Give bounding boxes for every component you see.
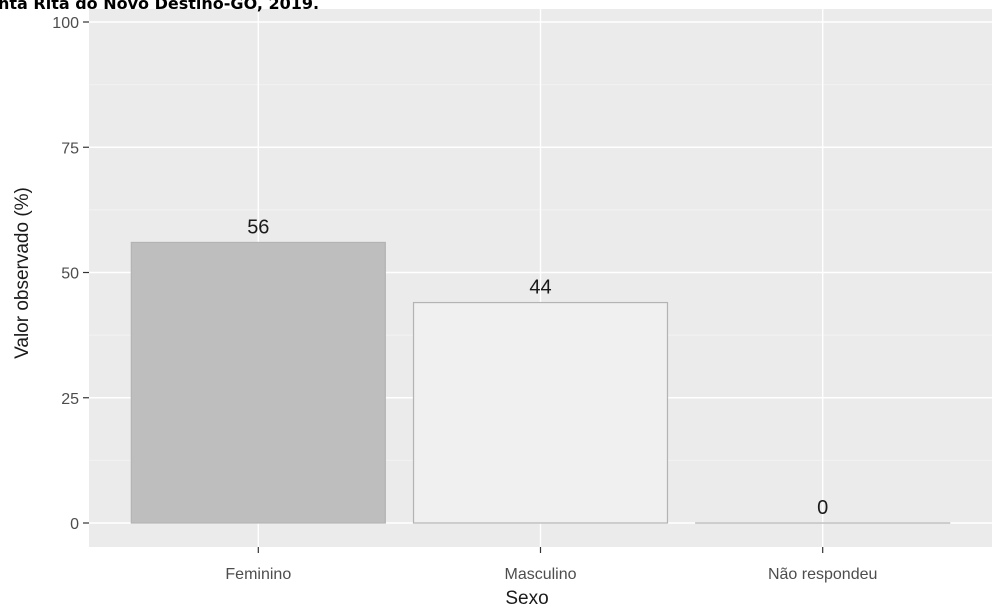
chart-title: nta Rita do Novo Destino-GO, 2019. <box>0 0 320 13</box>
bar <box>412 301 669 524</box>
x-axis: Feminino Masculino Não respondeu <box>225 547 877 583</box>
data-label: 56 <box>247 216 269 238</box>
bars <box>130 241 951 524</box>
data-label: 44 <box>529 277 551 299</box>
y-axis: 0 25 50 75 100 <box>52 15 89 533</box>
y-tick-label: 75 <box>61 140 79 157</box>
x-tick-label: Feminino <box>225 566 291 583</box>
y-tick-label: 50 <box>61 266 79 283</box>
y-tick-label: 100 <box>52 15 79 32</box>
x-tick-label: Não respondeu <box>768 566 877 583</box>
bar-labels: 56 44 0 <box>247 216 828 519</box>
data-label: 0 <box>817 497 828 519</box>
y-tick-label: 0 <box>70 516 79 533</box>
x-tick-label: Masculino <box>504 566 576 583</box>
y-tick-label: 25 <box>61 391 79 408</box>
y-axis-title: Valor observado (%) <box>12 187 33 359</box>
x-axis-title: Sexo <box>505 588 548 608</box>
bar <box>130 241 386 524</box>
